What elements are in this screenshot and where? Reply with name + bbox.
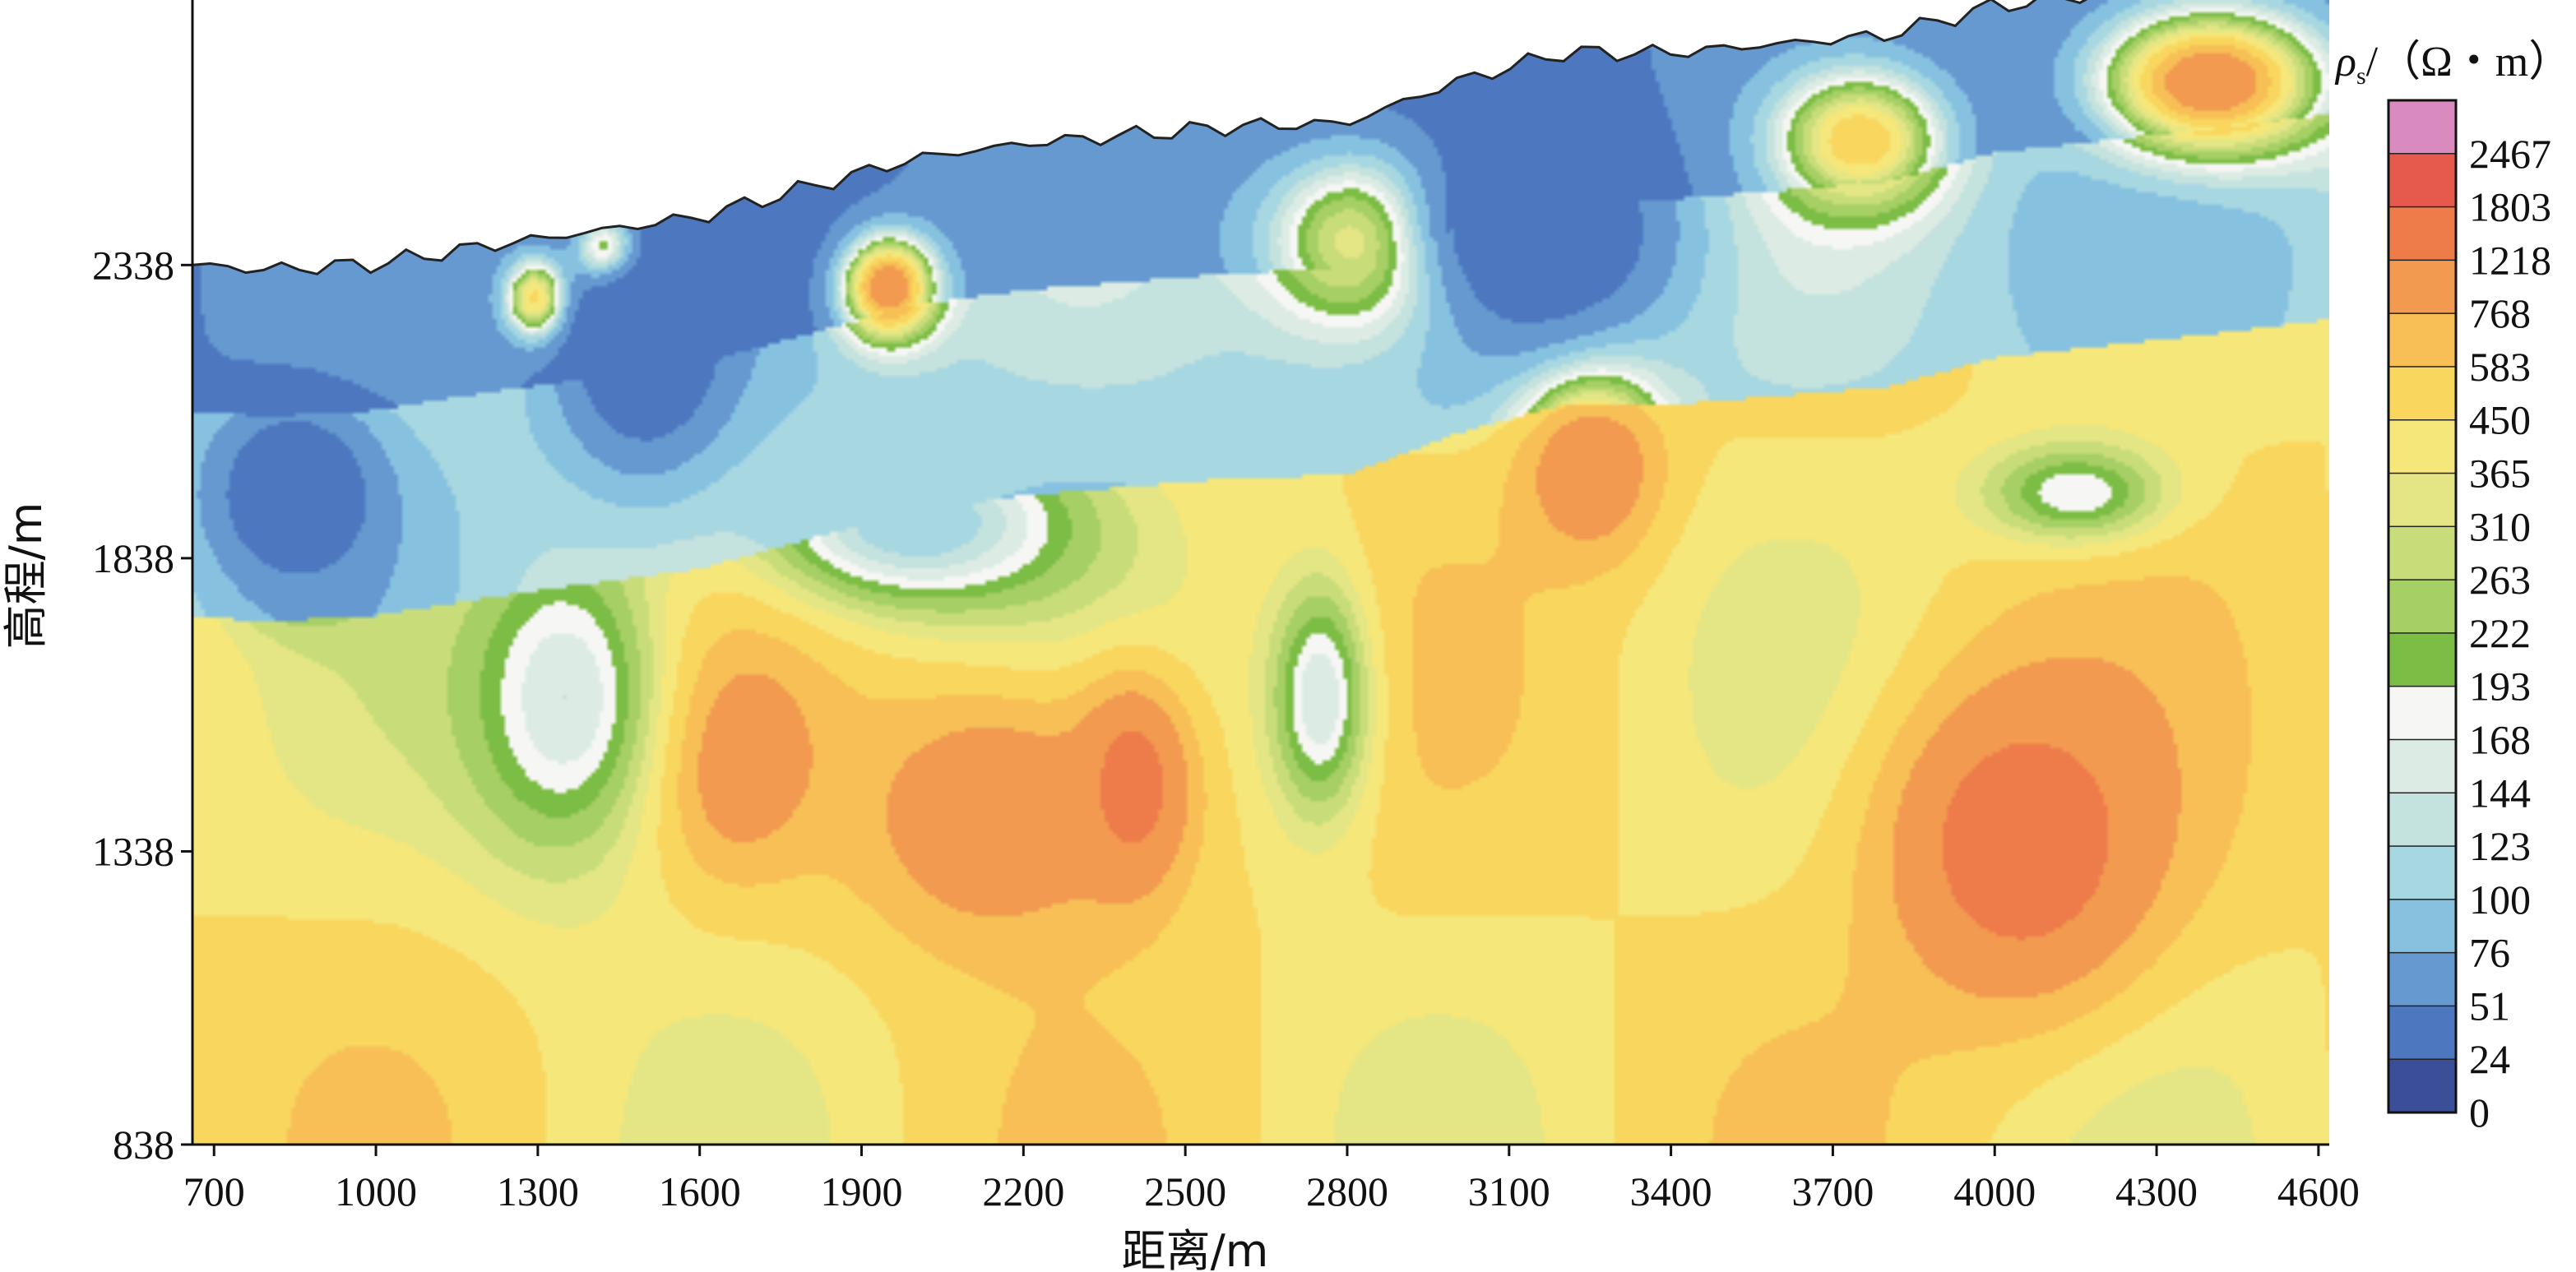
x-tick-label: 4000 <box>1953 1168 2036 1214</box>
colorbar-swatch <box>2388 951 2457 1007</box>
x-tick-label: 3100 <box>1468 1168 1550 1214</box>
x-tick-label: 1900 <box>821 1168 903 1214</box>
colorbar-swatch <box>2388 579 2457 635</box>
colorbar-title-subscript: s <box>2356 62 2366 90</box>
colorbar: ρs/（Ω・m） 2467180312187685834503653102632… <box>2334 39 2571 1136</box>
x-axis-ticks: 700 1000 1300 1600 1900 2200 2500 2800 3100 3400 3… <box>183 1145 2360 1214</box>
colorbar-swatch <box>2388 153 2457 208</box>
y-tick-label: 1838 <box>92 535 174 581</box>
colorbar-swatch <box>2388 1005 2457 1061</box>
colorbar-swatch <box>2388 312 2457 368</box>
x-tick-label: 1600 <box>659 1168 741 1214</box>
colorbar-label: 144 <box>2469 770 2531 816</box>
colorbar-swatch <box>2388 472 2457 528</box>
x-tick-label: 3700 <box>1791 1168 1874 1214</box>
colorbar-title-units: /（Ω・m） <box>2366 39 2572 86</box>
x-tick-label: 2500 <box>1144 1168 1226 1214</box>
colorbar-labels: 2467 1803 1218 768 583 450 365 310 263 222 193 168 1… <box>2469 131 2551 1136</box>
y-tick-label: 838 <box>113 1122 174 1168</box>
colorbar-swatch <box>2388 206 2457 261</box>
colorbar-swatch <box>2388 1058 2457 1114</box>
colorbar-title: ρs/（Ω・m） <box>2334 39 2571 90</box>
colorbar-swatch <box>2388 632 2457 687</box>
colorbar-label: 0 <box>2469 1089 2490 1136</box>
colorbar-border <box>2387 99 2458 1114</box>
axes <box>191 0 2329 1146</box>
colorbar-label: 168 <box>2469 716 2531 762</box>
plot-area <box>192 0 2329 1145</box>
x-tick-label: 2200 <box>982 1168 1064 1214</box>
x-tick-label: 1000 <box>335 1168 417 1214</box>
colorbar-label: 450 <box>2469 397 2531 443</box>
colorbar-label: 24 <box>2469 1036 2510 1082</box>
x-tick-label: 4600 <box>2277 1168 2360 1214</box>
colorbar-swatch <box>2388 845 2457 901</box>
colorbar-swatch <box>2388 366 2457 421</box>
colorbar-title-symbol: ρ <box>2334 39 2356 86</box>
colorbar-swatch <box>2388 738 2457 794</box>
colorbar-swatches <box>2387 99 2458 1114</box>
y-tick-label: 2338 <box>92 242 174 288</box>
colorbar-swatch <box>2388 899 2457 954</box>
terrain-surface-line <box>192 0 2088 275</box>
colorbar-swatch <box>2388 792 2457 848</box>
colorbar-swatch <box>2388 99 2457 155</box>
colorbar-swatch <box>2388 685 2457 741</box>
colorbar-label: 768 <box>2469 290 2531 336</box>
colorbar-label: 583 <box>2469 344 2531 390</box>
y-axis-title: 高程/m <box>0 502 52 650</box>
colorbar-label: 100 <box>2469 877 2531 923</box>
colorbar-label: 123 <box>2469 823 2531 869</box>
x-tick-label: 2800 <box>1306 1168 1388 1214</box>
colorbar-label: 1803 <box>2469 184 2551 230</box>
colorbar-swatch <box>2388 259 2457 315</box>
x-axis-title: 距离/m <box>1122 1225 1269 1272</box>
x-tick-label: 4300 <box>2115 1168 2198 1214</box>
colorbar-swatch <box>2388 419 2457 474</box>
colorbar-swatch <box>2388 525 2457 581</box>
colorbar-label: 222 <box>2469 610 2531 656</box>
y-tick-label: 1338 <box>92 828 174 874</box>
colorbar-label: 263 <box>2469 557 2531 603</box>
colorbar-label: 365 <box>2469 451 2531 497</box>
y-axis-ticks: 2338 1838 1338 838 <box>92 242 192 1168</box>
colorbar-label: 193 <box>2469 664 2531 710</box>
x-tick-label: 3400 <box>1630 1168 1712 1214</box>
colorbar-label: 1218 <box>2469 237 2551 283</box>
x-tick-label: 700 <box>183 1168 245 1214</box>
colorbar-label: 310 <box>2469 503 2531 549</box>
colorbar-label: 2467 <box>2469 131 2551 177</box>
colorbar-label: 76 <box>2469 930 2510 976</box>
colorbar-label: 51 <box>2469 983 2510 1029</box>
x-tick-label: 1300 <box>497 1168 579 1214</box>
